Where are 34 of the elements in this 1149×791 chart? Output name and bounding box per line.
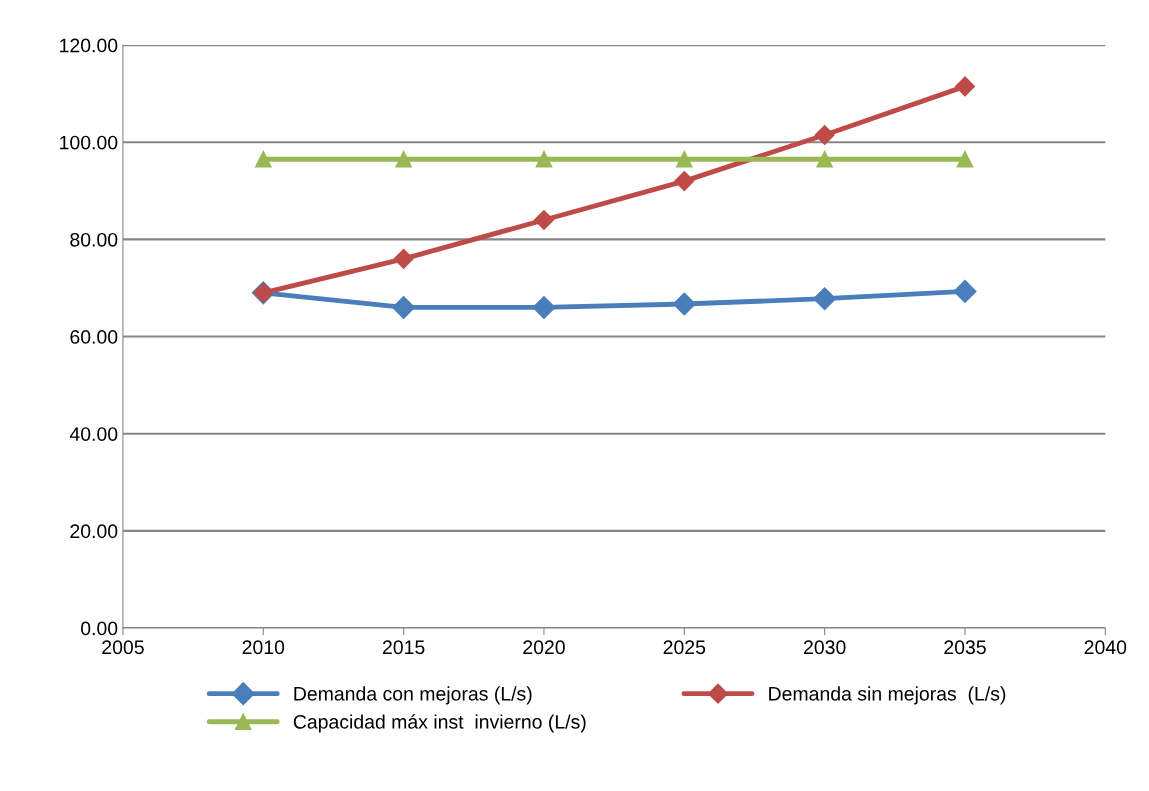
point [393,248,414,269]
point [675,150,693,168]
point [392,295,416,319]
point [816,150,833,168]
point [956,150,974,168]
x-tick-label: 2010 [242,640,285,655]
legend-label: Demanda con mejoras (L/s) [294,686,532,705]
y-tick-label: 100.00 [60,135,118,150]
point [813,287,837,311]
legend-label: Capacidad máx inst invierno (L/s) [293,714,586,733]
point [532,295,556,319]
x-tick-label: 2020 [523,640,565,655]
x-tick-label: 2015 [382,640,425,655]
point [953,279,977,303]
point [814,124,835,145]
y-tick-label: 60.00 [70,330,118,344]
x-tick-label: 2030 [804,640,846,655]
point [254,150,272,168]
x-tick-label: 2005 [102,640,144,655]
x-tick-label: 2035 [944,640,986,655]
point [672,292,696,316]
point [954,76,976,97]
point [533,209,554,231]
y-tick-label: 120.00 [60,38,118,53]
y-tick-label: 20.00 [70,524,118,539]
y-tick-label: 80.00 [70,232,118,247]
point [535,150,553,168]
legend-label: Demanda sin mejoras (L/s) [769,686,1006,705]
point [674,171,695,192]
point [395,150,412,168]
x-tick-label: 2025 [663,640,706,655]
x-tick-label: 2040 [1084,640,1127,655]
y-tick-label: 40.00 [69,427,118,441]
y-tick-label: 0.00 [81,621,118,636]
